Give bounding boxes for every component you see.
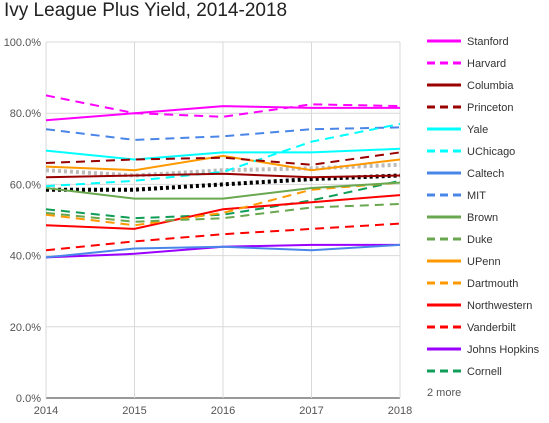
y-tick-label: 0.0% <box>16 393 41 405</box>
legend-label: Brown <box>467 212 498 224</box>
y-tick-label: 80.0% <box>10 108 41 120</box>
legend-more-link[interactable]: 2 more <box>427 387 462 399</box>
series-line-northwestern[interactable] <box>45 194 401 230</box>
legend-item-cornell[interactable]: Cornell <box>427 366 502 378</box>
legend-label: Dartmouth <box>467 278 518 290</box>
legend-label: Vanderbilt <box>467 322 516 334</box>
series-line-caltech[interactable] <box>45 243 401 259</box>
y-tick-label: 40.0% <box>10 251 41 263</box>
legend-label: Cornell <box>467 366 502 378</box>
legend-item-brown[interactable]: Brown <box>427 212 498 224</box>
legend-label: MIT <box>467 190 486 202</box>
x-tick-label: 2014 <box>34 405 58 417</box>
legend-label: Johns Hopkins <box>467 344 540 356</box>
x-tick-label: 2015 <box>122 405 146 417</box>
legend: Stanford Harvard Columbia Princeton Yale UChi… <box>427 36 540 378</box>
series-lines <box>45 94 401 259</box>
x-tick-label: 2016 <box>211 405 235 417</box>
legend-item-mit[interactable]: MIT <box>427 190 486 202</box>
legend-item-stanford[interactable]: Stanford <box>427 36 509 48</box>
legend-label: Caltech <box>467 168 504 180</box>
series-line-upenn[interactable] <box>45 154 401 172</box>
x-tick-label: 2018 <box>388 405 412 417</box>
legend-item-johns-hopkins[interactable]: Johns Hopkins <box>427 344 540 356</box>
series-line-stanford[interactable] <box>45 105 400 122</box>
series-line-brown[interactable] <box>45 181 401 200</box>
series-line-uchicago[interactable] <box>45 122 401 188</box>
series-line-yale[interactable] <box>45 147 401 161</box>
legend-item-harvard[interactable]: Harvard <box>427 58 506 70</box>
chart-title: Ivy League Plus Yield, 2014-2018 <box>4 0 288 21</box>
legend-label: UChicago <box>467 146 515 158</box>
legend-label: Northwestern <box>467 300 532 312</box>
y-tick-label: 100.0% <box>4 37 42 49</box>
legend-item-duke[interactable]: Duke <box>427 234 493 246</box>
legend-label: Columbia <box>467 80 514 92</box>
legend-item-vanderbilt[interactable]: Vanderbilt <box>427 322 516 334</box>
y-tick-label: 60.0% <box>10 179 41 191</box>
series-line-harvard[interactable] <box>45 94 401 118</box>
legend-label: Duke <box>467 234 493 246</box>
legend-label: UPenn <box>467 256 501 268</box>
x-tick-label: 2017 <box>299 405 323 417</box>
y-tick-label: 20.0% <box>10 322 41 334</box>
legend-item-columbia[interactable]: Columbia <box>427 80 514 92</box>
legend-item-yale[interactable]: Yale <box>427 124 488 136</box>
legend-item-northwestern[interactable]: Northwestern <box>427 300 532 312</box>
axes: 0.0% 20.0% 40.0% 60.0% 80.0% 100.0% 2014 2015 20… <box>4 37 413 417</box>
legend-item-dartmouth[interactable]: Dartmouth <box>427 278 518 290</box>
legend-label: Stanford <box>467 36 509 48</box>
legend-item-upenn[interactable]: UPenn <box>427 256 501 268</box>
legend-item-uchicago[interactable]: UChicago <box>427 146 515 158</box>
legend-label: Yale <box>467 124 488 136</box>
legend-item-princeton[interactable]: Princeton <box>427 102 513 114</box>
legend-item-caltech[interactable]: Caltech <box>427 168 504 180</box>
gridlines <box>45 41 401 399</box>
series-line-unlabeled[interactable] <box>46 173 401 192</box>
series-line-columbia[interactable] <box>45 172 401 179</box>
legend-label: Princeton <box>467 102 513 114</box>
legend-label: Harvard <box>467 58 506 70</box>
